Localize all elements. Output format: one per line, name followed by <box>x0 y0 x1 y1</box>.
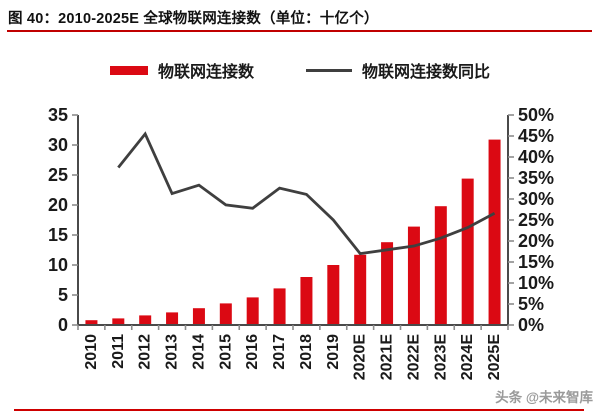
right-tick-label: 10% <box>518 273 554 293</box>
right-tick-label: 50% <box>518 105 554 125</box>
legend-item-connections: 物联网连接数 <box>109 58 254 82</box>
bar-2013 <box>166 312 179 325</box>
left-tick-label: 30 <box>48 135 68 155</box>
bar-2019 <box>327 265 340 325</box>
bar-2012 <box>139 315 152 325</box>
bar-2020E <box>354 254 367 325</box>
left-tick-label: 0 <box>58 315 68 335</box>
legend: 物联网连接数 物联网连接数同比 <box>0 58 600 82</box>
right-tick-label: 45% <box>518 126 554 146</box>
x-label-2022E: 2022E <box>405 334 422 381</box>
right-tick-label: 0% <box>518 315 544 335</box>
x-label-2025E: 2025E <box>486 334 503 381</box>
x-label-2024E: 2024E <box>459 334 476 381</box>
x-label-2018: 2018 <box>298 334 315 370</box>
left-tick-label: 15 <box>48 225 68 245</box>
right-tick-label: 40% <box>518 147 554 167</box>
x-label-2015: 2015 <box>217 334 234 370</box>
x-label-2023E: 2023E <box>432 334 449 381</box>
bar-2014 <box>192 308 205 325</box>
right-tick-label: 25% <box>518 210 554 230</box>
x-label-2014: 2014 <box>190 334 207 370</box>
x-label-2011: 2011 <box>110 334 127 369</box>
bar-2022E <box>407 226 420 325</box>
legend-label-yoy: 物联网连接数同比 <box>362 64 491 81</box>
right-tick-label: 20% <box>518 231 554 251</box>
left-tick-label: 35 <box>48 105 68 125</box>
right-tick-label: 5% <box>518 294 544 314</box>
left-tick-label: 5 <box>58 285 68 305</box>
bar-2010 <box>85 320 98 325</box>
x-label-2010: 2010 <box>83 334 100 370</box>
legend-item-yoy: 物联网连接数同比 <box>306 58 490 82</box>
x-label-2021E: 2021E <box>379 334 396 381</box>
bar-2021E <box>381 242 394 325</box>
x-label-2016: 2016 <box>244 334 261 370</box>
legend-label-connections: 物联网连接数 <box>157 64 254 81</box>
bar-2023E <box>434 206 447 325</box>
right-tick-label: 30% <box>518 189 554 209</box>
bar-2024E <box>461 178 474 325</box>
x-label-2012: 2012 <box>137 334 154 370</box>
bottom-rule <box>14 409 584 411</box>
bar-2016 <box>246 297 259 325</box>
x-label-2017: 2017 <box>271 334 288 370</box>
bar-2025E <box>488 139 501 325</box>
title-underline-rule <box>7 30 592 32</box>
bar-2015 <box>219 303 232 325</box>
bar-2017 <box>273 288 286 325</box>
x-label-2013: 2013 <box>164 334 181 370</box>
right-tick-label: 35% <box>518 168 554 188</box>
chart-title: 图 40：2010-2025E 全球物联网连接数（单位：十亿个） <box>8 11 379 27</box>
x-label-2020E: 2020E <box>352 334 369 381</box>
line-swatch-icon <box>306 68 352 72</box>
bar-2018 <box>300 277 313 325</box>
bar-swatch-icon <box>109 65 148 75</box>
watermark: 头条 @未来智库 <box>495 390 593 405</box>
left-tick-label: 10 <box>48 255 68 275</box>
x-label-2019: 2019 <box>325 334 342 370</box>
left-tick-label: 20 <box>48 195 68 215</box>
yoy-line <box>117 131 496 256</box>
bar-2011 <box>112 318 125 325</box>
right-tick-label: 15% <box>518 252 554 272</box>
left-tick-label: 25 <box>48 165 68 185</box>
